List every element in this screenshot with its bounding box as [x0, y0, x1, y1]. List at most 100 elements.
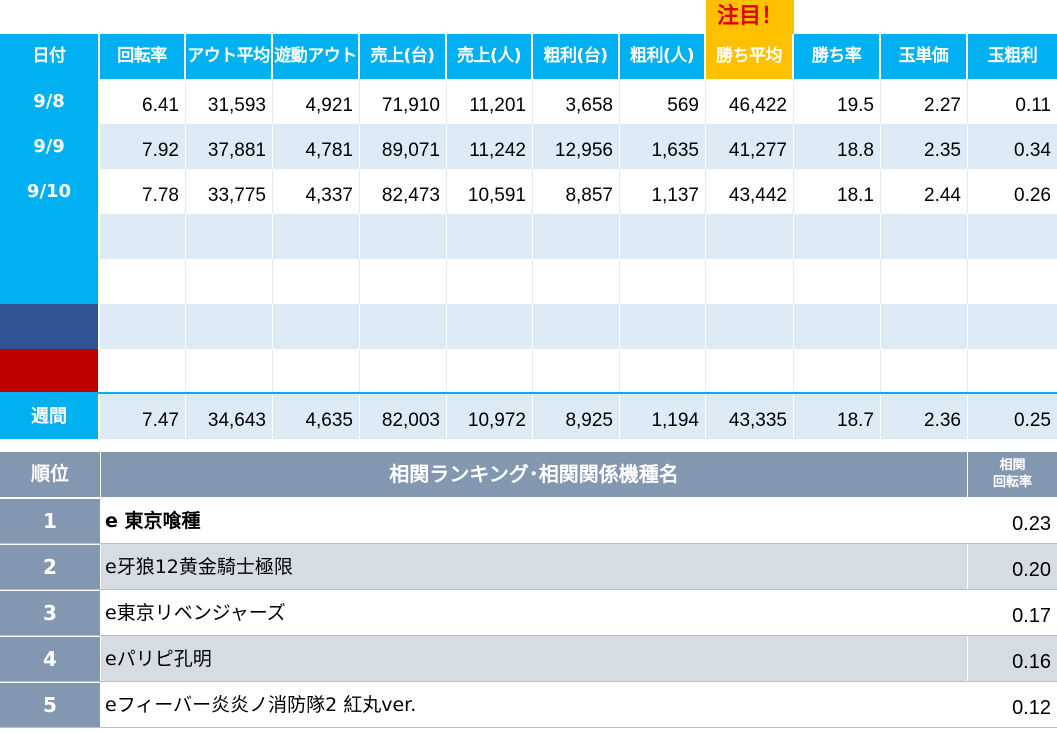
header-sales-per-machine: 売上(台): [360, 34, 447, 79]
row-value-cell: 2.27: [881, 79, 968, 124]
row-value-cell: 2.36: [881, 394, 968, 439]
row-value-cell: [447, 214, 533, 259]
ranking-rank: 5: [0, 682, 100, 727]
row-date-label: 9/9: [0, 124, 100, 169]
row-value-cell: [881, 304, 968, 349]
row-value-cell: 0.34: [968, 124, 1057, 169]
row-value-cell: [186, 214, 273, 259]
row-value-cell: [620, 349, 706, 394]
row-value-cell: 6.41: [100, 79, 186, 124]
row-value-cell: [273, 304, 360, 349]
ranking-rank: 3: [0, 590, 100, 635]
row-value-cell: 7.47: [100, 394, 186, 439]
stats-header-row: 日付 回転率 アウト平均 遊動アウト 売上(台) 売上(人) 粗利(台) 粗利(…: [0, 34, 1057, 79]
row-value-cell: 11,242: [447, 124, 533, 169]
row-value-cell: 0.25: [968, 394, 1057, 439]
ranking-rank: 2: [0, 544, 100, 589]
ranking-header-corr-line1: 相関: [999, 458, 1026, 473]
row-value-cell: [794, 349, 881, 394]
row-value-cell: [706, 259, 794, 304]
row-value-cell: 33,775: [186, 169, 273, 214]
header-rotation-rate: 回転率: [100, 34, 186, 79]
row-value-cell: 10,591: [447, 169, 533, 214]
ranking-machine-name: e東京リベンジャーズ: [101, 590, 967, 635]
row-value-cell: [620, 214, 706, 259]
row-value-cell: [273, 259, 360, 304]
row-value-cell: [968, 259, 1057, 304]
row-value-cell: [100, 304, 186, 349]
ranking-correlation-value: 0.17: [968, 590, 1057, 635]
row-value-cell: 2.35: [881, 124, 968, 169]
ranking-header-corr: 相関 回転率: [968, 452, 1057, 497]
row-value-cell: 18.8: [794, 124, 881, 169]
row-value-cell: [533, 349, 620, 394]
row-value-cell: 4,635: [273, 394, 360, 439]
stats-row: [0, 349, 1057, 394]
row-value-cell: 12,956: [533, 124, 620, 169]
row-value-cell: [533, 214, 620, 259]
row-value-cell: [186, 349, 273, 394]
row-value-cell: 82,473: [360, 169, 447, 214]
row-value-cell: 1,137: [620, 169, 706, 214]
row-date-label: 9/8: [0, 79, 100, 124]
row-value-cell: 19.5: [794, 79, 881, 124]
row-value-cell: [706, 304, 794, 349]
header-profit-per-machine: 粗利(台): [533, 34, 620, 79]
row-value-cell: [100, 214, 186, 259]
row-date-label: [0, 349, 100, 394]
row-value-cell: 1,194: [620, 394, 706, 439]
header-out-average: アウト平均: [186, 34, 273, 79]
row-value-cell: [100, 349, 186, 394]
ranking-rank: 4: [0, 636, 100, 681]
row-value-cell: 7.92: [100, 124, 186, 169]
row-value-cell: 0.26: [968, 169, 1057, 214]
row-value-cell: [186, 304, 273, 349]
row-value-cell: [968, 349, 1057, 394]
stats-row: 9/10 7.78 33,775 4,337 82,473 10,591 8,857 1,13…: [0, 169, 1057, 214]
ranking-machine-name: eパリピ孔明: [101, 636, 967, 681]
ranking-header-corr-line2: 回転率: [992, 475, 1032, 490]
ranking-row: 4 eパリピ孔明 0.16: [0, 636, 1057, 682]
ranking-correlation-value: 0.20: [968, 544, 1057, 589]
ranking-row: 3 e東京リベンジャーズ 0.17: [0, 590, 1057, 636]
row-value-cell: 31,593: [186, 79, 273, 124]
stats-row: [0, 214, 1057, 259]
header-win-average: 勝ち平均: [706, 34, 794, 79]
ranking-row: 2 e牙狼12黄金騎士極限 0.20: [0, 544, 1057, 590]
row-value-cell: 34,643: [186, 394, 273, 439]
row-value-cell: [360, 304, 447, 349]
row-value-cell: [273, 214, 360, 259]
row-value-cell: [360, 214, 447, 259]
row-value-cell: [706, 214, 794, 259]
row-date-label: 9/10: [0, 169, 100, 214]
row-value-cell: 7.78: [100, 169, 186, 214]
row-value-cell: 82,003: [360, 394, 447, 439]
attention-note: 注目！: [706, 0, 794, 34]
row-value-cell: 37,881: [186, 124, 273, 169]
row-value-cell: 8,857: [533, 169, 620, 214]
ranking-correlation-value: 0.16: [968, 636, 1057, 681]
row-value-cell: 569: [620, 79, 706, 124]
ranking-rank: 1: [0, 498, 100, 543]
ranking-correlation-value: 0.12: [968, 682, 1057, 727]
stats-table: 注目！ 日付 回転率 アウト平均 遊動アウト 売上(台) 売上(人) 粗利(台)…: [0, 0, 1057, 439]
header-ball-unit-price: 玉単価: [881, 34, 968, 79]
header-ball-profit: 玉粗利: [987, 46, 1038, 66]
ranking-header-rank: 順位: [0, 452, 100, 497]
row-value-cell: [533, 259, 620, 304]
ranking-row: 5 eフィーバー炎炎ノ消防隊2 紅丸ver. 0.12: [0, 682, 1057, 728]
row-date-label: [0, 259, 100, 304]
row-value-cell: 89,071: [360, 124, 447, 169]
row-value-cell: 2.44: [881, 169, 968, 214]
row-value-cell: [706, 349, 794, 394]
row-value-cell: [881, 259, 968, 304]
row-value-cell: [186, 259, 273, 304]
stats-row: 週間 7.47 34,643 4,635 82,003 10,972 8,925 1,194 4…: [0, 392, 1057, 439]
row-value-cell: 1,635: [620, 124, 706, 169]
ranking-machine-name: e牙狼12黄金騎士極限: [101, 544, 967, 589]
row-value-cell: 4,921: [273, 79, 360, 124]
stats-row: [0, 304, 1057, 349]
row-value-cell: [794, 214, 881, 259]
